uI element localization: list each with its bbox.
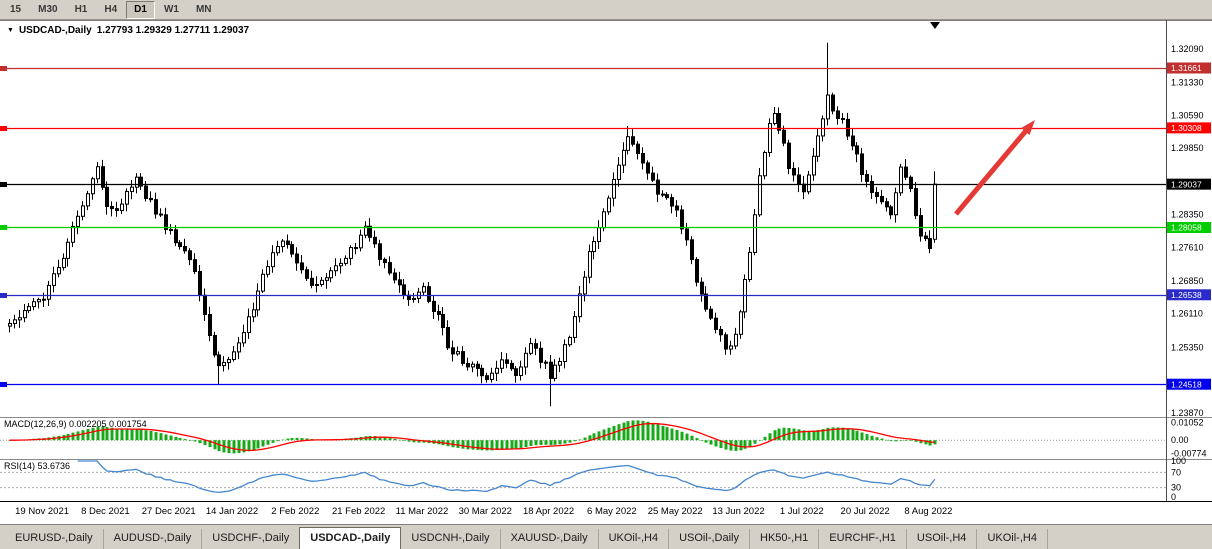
price-badge-1.24518 bbox=[1167, 378, 1211, 390]
chart-title-symbol: USDCAD-,Daily bbox=[18, 25, 92, 36]
rsi-line bbox=[77, 460, 936, 494]
price-badge-label: 1.24518 bbox=[1171, 379, 1202, 389]
chart-tab-xauusd-daily[interactable]: XAUUSD-,Daily bbox=[501, 529, 599, 549]
price-tick-label: 1.30590 bbox=[1171, 110, 1204, 120]
date-label: 11 Mar 2022 bbox=[396, 506, 449, 517]
date-label: 18 Apr 2022 bbox=[523, 506, 574, 517]
timeframe-button-15[interactable]: 15 bbox=[10, 3, 22, 15]
timeframe-button-m30[interactable]: M30 bbox=[38, 3, 58, 15]
price-badge-1.29037 bbox=[1167, 178, 1211, 190]
timeframe-toolbar: 15 M30 H1 H4 D1 W1 MN bbox=[0, 0, 1212, 20]
hline-left-marker bbox=[0, 126, 7, 131]
price-badge-label: 1.28058 bbox=[1171, 223, 1202, 233]
date-label: 13 Jun 2022 bbox=[712, 506, 764, 517]
price-tick-label: 1.28350 bbox=[1171, 210, 1204, 220]
macd-axis-label: 0.01052 bbox=[1171, 417, 1204, 427]
hline-left-marker bbox=[0, 182, 7, 187]
macd-axis-label: 0.00 bbox=[1171, 435, 1189, 445]
timeframe-button-d1[interactable]: D1 bbox=[126, 0, 155, 19]
chart-tab-audusd-daily[interactable]: AUDUSD-,Daily bbox=[104, 529, 203, 549]
chart-tab-usoil-h4[interactable]: USOil-,H4 bbox=[907, 529, 978, 549]
price-badge-label: 1.31661 bbox=[1171, 63, 1202, 73]
date-label: 14 Jan 2022 bbox=[206, 506, 258, 517]
arrow-head-icon bbox=[1021, 120, 1035, 136]
date-label: 2 Feb 2022 bbox=[271, 506, 319, 517]
date-label: 8 Aug 2022 bbox=[904, 506, 952, 517]
chart-ohlc-values: 1.27793 1.29329 1.27711 1.29037 bbox=[96, 25, 250, 36]
price-tick-label: 1.26110 bbox=[1171, 309, 1203, 319]
timeframe-button-w1[interactable]: W1 bbox=[163, 3, 179, 15]
chart-tab-eurchf-h1[interactable]: EURCHF-,H1 bbox=[819, 529, 907, 549]
date-label: 19 Nov 2021 bbox=[15, 506, 69, 517]
date-label: 27 Dec 2021 bbox=[142, 506, 196, 517]
hline-left-marker bbox=[0, 66, 7, 71]
arrow-shaft[interactable] bbox=[954, 124, 1032, 216]
timeframe-button-h1[interactable]: H1 bbox=[74, 3, 88, 15]
chart-tab-eurusd-daily[interactable]: EURUSD-,Daily bbox=[5, 529, 104, 549]
price-tick-label: 1.29850 bbox=[1171, 143, 1204, 153]
rsi-axis-label: 70 bbox=[1171, 467, 1181, 477]
chart-tab-ukoil-h4[interactable]: UKOil-,H4 bbox=[977, 529, 1048, 549]
candles bbox=[8, 42, 937, 407]
chart-tab-ukoil-h4[interactable]: UKOil-,H4 bbox=[599, 529, 670, 549]
price-axis[interactable]: 1.32090 1.31330 1.30590 1.29850 1.28350 1.276… bbox=[1171, 44, 1204, 418]
price-badge-label: 1.29037 bbox=[1171, 179, 1202, 189]
price-badge-1.31661 bbox=[1167, 62, 1211, 74]
macd-signal-line bbox=[9, 422, 935, 452]
chart-tab-usoil-daily[interactable]: USOil-,Daily bbox=[669, 529, 750, 549]
macd-axis-label: -0.00774 bbox=[1171, 448, 1207, 458]
chart-tab-usdcad-daily[interactable]: USDCAD-,Daily bbox=[299, 527, 402, 549]
price-chart-canvas[interactable]: 1.32090 1.31330 1.30590 1.29850 1.28350 1.276… bbox=[0, 20, 1212, 524]
price-tick-label: 1.27610 bbox=[1171, 242, 1204, 252]
price-tick-label: 1.25350 bbox=[1171, 342, 1204, 352]
chart-title: ▼ USDCAD-,Daily 1.27793 1.29329 1.27711 … bbox=[7, 25, 249, 36]
price-badge-label: 1.26538 bbox=[1171, 290, 1202, 300]
price-badge-1.26538 bbox=[1167, 289, 1211, 301]
chart-tab-usdchf-daily[interactable]: USDCHF-,Daily bbox=[202, 529, 301, 549]
chart-frame bbox=[0, 20, 1212, 502]
date-label: 1 Jul 2022 bbox=[780, 506, 824, 517]
symbol-collapse-icon[interactable]: ▼ bbox=[7, 26, 14, 34]
price-tick-label: 1.32090 bbox=[1171, 44, 1204, 54]
price-badges: 1.31661 1.30308 1.29037 1.28058 1.26538 1.245… bbox=[1167, 62, 1211, 390]
chart-tabs-bar: EURUSD-,Daily AUDUSD-,Daily USDCHF-,Daily U… bbox=[0, 524, 1212, 549]
chart-tab-usdcnh-daily[interactable]: USDCNH-,Daily bbox=[401, 529, 501, 549]
hline-left-marker bbox=[0, 225, 7, 230]
price-badge-1.30308 bbox=[1167, 122, 1211, 134]
rsi-axis-label: 30 bbox=[1171, 483, 1181, 493]
timeframe-button-mn[interactable]: MN bbox=[195, 3, 212, 15]
date-label: 30 Mar 2022 bbox=[459, 506, 512, 517]
date-label: 21 Feb 2022 bbox=[332, 506, 385, 517]
macd-pane: 0.01052 0.00 -0.00774 MACD(12,26,9) 0.00220… bbox=[0, 417, 1207, 458]
horizontal-lines[interactable] bbox=[0, 66, 1166, 387]
price-tick-label: 1.31330 bbox=[1171, 78, 1204, 88]
date-label: 8 Dec 2021 bbox=[81, 506, 130, 517]
timeframe-button-h4[interactable]: H4 bbox=[104, 3, 118, 15]
date-label: 6 May 2022 bbox=[587, 506, 637, 517]
macd-indicator-label: MACD(12,26,9) 0.002205 0.001754 bbox=[4, 419, 147, 429]
chart-tab-hk50-h1[interactable]: HK50-,H1 bbox=[750, 529, 820, 549]
hline-left-marker bbox=[0, 382, 7, 387]
price-tick-label: 1.26850 bbox=[1171, 276, 1204, 286]
trend-arrow-annotation[interactable] bbox=[954, 120, 1035, 216]
price-badge-label: 1.30308 bbox=[1171, 123, 1202, 133]
date-label: 20 Jul 2022 bbox=[841, 506, 890, 517]
price-badge-1.28058 bbox=[1167, 221, 1211, 233]
rsi-axis-label: 100 bbox=[1171, 456, 1186, 466]
chart-shift-marker-icon[interactable] bbox=[930, 22, 940, 29]
rsi-axis-label: 0 bbox=[1171, 492, 1176, 502]
time-axis[interactable]: 19 Nov 2021 8 Dec 2021 27 Dec 2021 14 Jan 2… bbox=[15, 506, 952, 517]
hline-left-marker bbox=[0, 293, 7, 298]
price-tick-label: 1.23870 bbox=[1171, 408, 1204, 418]
rsi-indicator-label: RSI(14) 53.6736 bbox=[4, 461, 70, 471]
date-label: 25 May 2022 bbox=[648, 506, 703, 517]
